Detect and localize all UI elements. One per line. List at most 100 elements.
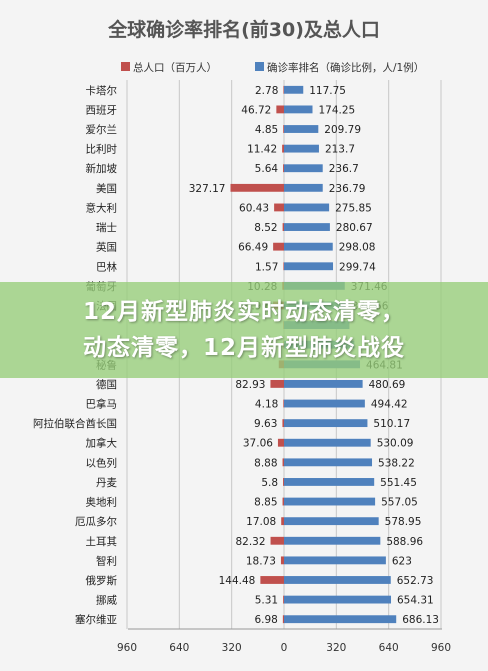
rate-bar xyxy=(284,242,333,251)
category-label: 俄罗斯 xyxy=(86,574,118,587)
population-bar xyxy=(282,458,284,467)
headline-banner: 12月新型肺炎实时动态清零， 动态清零，12月新型肺炎战役 xyxy=(0,282,488,378)
category-label: 以色列 xyxy=(86,456,118,469)
population-bar xyxy=(282,419,284,428)
category-label: 比利时 xyxy=(86,143,118,156)
category-label: 卡塔尔 xyxy=(86,84,118,97)
population-value-label: 8.52 xyxy=(254,222,277,234)
population-bar xyxy=(283,262,284,271)
population-value-label: 9.63 xyxy=(254,418,277,430)
rate-bar xyxy=(284,517,379,526)
population-value-label: 5.31 xyxy=(255,595,278,607)
rate-value-label: 117.75 xyxy=(309,85,346,97)
population-bar xyxy=(282,497,284,506)
rate-value-label: 530.09 xyxy=(377,438,414,450)
category-label: 英国 xyxy=(96,241,117,254)
population-bar xyxy=(282,615,284,624)
population-bar xyxy=(277,438,284,447)
rate-value-label: 236.79 xyxy=(329,183,366,195)
category-label: 巴林 xyxy=(96,260,117,273)
category-label: 厄瓜多尔 xyxy=(75,515,117,528)
category-label: 新加坡 xyxy=(86,162,118,175)
rate-value-label: 578.95 xyxy=(385,516,422,528)
rate-bar xyxy=(284,223,330,231)
x-tick-label: 960 xyxy=(117,642,137,654)
rate-bar xyxy=(284,262,334,271)
rate-bar xyxy=(284,399,365,408)
population-bar xyxy=(283,595,284,604)
population-value-label: 46.72 xyxy=(241,104,271,116)
population-bar xyxy=(282,223,284,231)
population-bar xyxy=(274,203,284,212)
rate-value-label: 588.96 xyxy=(386,536,423,548)
banner-line-1: 12月新型肺炎实时动态清零， xyxy=(82,299,405,325)
population-bar xyxy=(283,478,284,486)
rate-value-label: 510.17 xyxy=(373,418,410,430)
category-label: 美国 xyxy=(96,182,117,195)
category-label: 挪威 xyxy=(96,594,117,607)
rate-bar xyxy=(284,183,323,192)
rate-bar xyxy=(284,164,323,173)
population-bar xyxy=(280,556,284,565)
category-label: 意大利 xyxy=(86,201,118,214)
rate-bar xyxy=(284,595,392,604)
category-label: 西班牙 xyxy=(86,104,118,116)
rate-value-label: 209.79 xyxy=(324,124,361,136)
population-value-label: 11.42 xyxy=(247,144,277,156)
population-bar xyxy=(273,242,284,251)
rate-value-label: 213.7 xyxy=(325,144,355,156)
population-value-label: 8.85 xyxy=(254,497,277,509)
rate-value-label: 480.69 xyxy=(369,379,406,391)
rate-value-label: 652.73 xyxy=(397,575,434,587)
rate-bar xyxy=(284,125,319,133)
category-label: 奥地利 xyxy=(86,496,118,509)
legend-swatch-population xyxy=(121,62,130,71)
population-value-label: 18.73 xyxy=(246,555,276,567)
population-value-label: 82.93 xyxy=(235,379,265,391)
population-value-label: 144.48 xyxy=(219,575,256,587)
rate-bar xyxy=(284,576,391,584)
population-bar xyxy=(281,517,284,526)
rate-value-label: 686.13 xyxy=(402,614,439,626)
population-value-label: 4.85 xyxy=(255,124,278,136)
population-value-label: 17.08 xyxy=(246,516,276,528)
category-label: 爱尔兰 xyxy=(86,123,118,136)
chart-title: 全球确诊率排名(前30)及总人口 xyxy=(107,18,380,41)
category-label: 丹麦 xyxy=(96,477,117,489)
rate-bar xyxy=(284,144,319,153)
chart-legend: 总人口（百万人） 确诊率排名（确诊比例，人/1例） xyxy=(121,61,424,74)
rate-bar xyxy=(284,615,397,624)
rate-value-label: 236.7 xyxy=(329,163,359,175)
rate-bar xyxy=(284,497,376,506)
population-value-label: 60.43 xyxy=(239,202,269,214)
category-label: 阿拉伯联合酋长国 xyxy=(33,417,117,430)
population-bar xyxy=(270,379,284,388)
rate-value-label: 623 xyxy=(392,555,412,567)
x-tick-label: 320 xyxy=(326,642,346,654)
population-bar xyxy=(283,125,284,133)
population-value-label: 6.98 xyxy=(254,614,277,626)
rate-value-label: 654.31 xyxy=(397,595,434,607)
x-tick-label: 640 xyxy=(169,642,189,654)
legend-label-population: 总人口（百万人） xyxy=(133,61,217,74)
population-bar xyxy=(283,164,284,173)
category-label: 土耳其 xyxy=(86,535,118,548)
rate-value-label: 494.42 xyxy=(371,399,408,411)
population-bar xyxy=(283,85,284,94)
rate-bar xyxy=(284,458,373,467)
population-value-label: 1.57 xyxy=(255,261,278,273)
rate-bar xyxy=(284,105,313,114)
rate-bar xyxy=(284,85,304,94)
category-label: 瑞士 xyxy=(96,221,117,234)
population-bar xyxy=(260,576,284,584)
rate-value-label: 280.67 xyxy=(336,222,373,234)
rate-bar xyxy=(284,536,381,545)
x-tick-label: 0 xyxy=(281,642,288,654)
population-value-label: 5.64 xyxy=(255,163,279,175)
rate-value-label: 298.08 xyxy=(339,242,376,254)
rate-bar xyxy=(284,203,330,212)
legend-swatch-rate xyxy=(255,62,264,71)
rate-value-label: 174.25 xyxy=(318,104,355,116)
rate-value-label: 299.74 xyxy=(339,261,376,273)
population-bar xyxy=(282,144,284,153)
